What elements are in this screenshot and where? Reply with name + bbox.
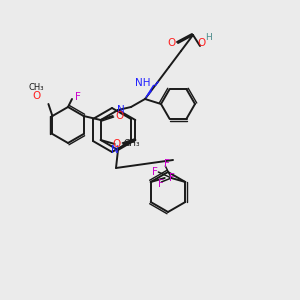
Text: F: F	[75, 92, 81, 102]
Text: CH₃: CH₃	[124, 140, 140, 148]
Text: O: O	[168, 38, 176, 48]
Text: F: F	[158, 179, 164, 189]
Text: N: N	[111, 145, 119, 155]
Text: NH: NH	[136, 78, 151, 88]
Text: F: F	[152, 167, 158, 177]
Text: CH₃: CH₃	[29, 83, 44, 92]
Text: N: N	[117, 105, 125, 115]
Text: O: O	[112, 139, 120, 149]
Text: F: F	[169, 173, 175, 183]
Text: F: F	[164, 159, 170, 169]
Text: H: H	[206, 34, 212, 43]
Text: O: O	[198, 38, 206, 48]
Text: O: O	[32, 91, 40, 101]
Text: O: O	[116, 111, 124, 121]
